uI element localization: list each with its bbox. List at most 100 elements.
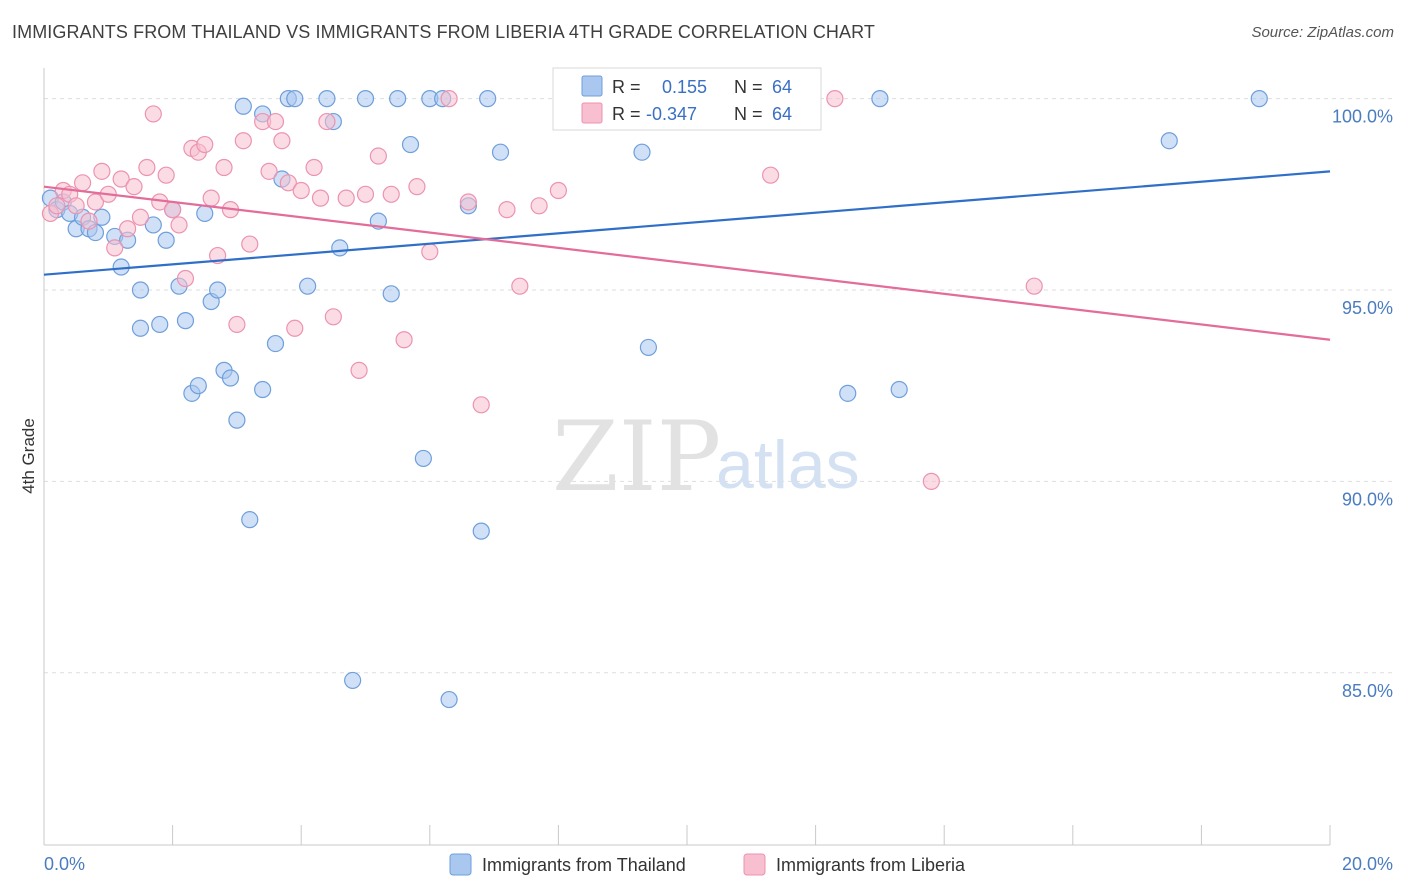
x-ticks: [43, 825, 1331, 845]
thailand-point: [633, 143, 651, 161]
legend-thailand-label: Immigrants from Thailand: [482, 855, 686, 875]
thailand-point: [131, 281, 150, 299]
thailand-point: [382, 285, 400, 303]
thailand-point: [234, 97, 252, 115]
thailand-point: [479, 90, 497, 108]
liberia-point: [498, 201, 516, 219]
watermark-zip: ZIP: [552, 401, 721, 513]
liberia-point: [408, 178, 426, 196]
liberia-point: [228, 315, 246, 334]
liberia-point: [549, 181, 568, 200]
thailand-point: [196, 204, 214, 223]
liberia-point: [138, 158, 156, 177]
liberia-point: [382, 185, 400, 203]
y-tick-label: 95.0%: [1342, 298, 1393, 318]
thailand-point: [189, 377, 207, 395]
liberia-point: [826, 90, 844, 108]
liberia-point: [421, 243, 439, 261]
thailand-point: [639, 338, 658, 357]
liberia-point: [530, 197, 548, 215]
liberia-point: [170, 216, 188, 234]
thailand-point: [157, 231, 175, 249]
data-points: [41, 90, 1268, 709]
thailand-point: [440, 690, 458, 709]
thailand-point: [209, 281, 227, 299]
liberia-point: [511, 277, 529, 295]
legend-thailand-swatch: [449, 853, 472, 876]
thailand-point: [286, 90, 304, 108]
liberia-point: [324, 308, 342, 326]
x-tick-label-max: 20.0%: [1342, 854, 1393, 874]
thailand-point: [472, 522, 490, 540]
liberia-point: [118, 220, 137, 238]
liberia-n-label: N =: [734, 104, 763, 124]
liberia-point: [112, 170, 130, 188]
thailand-point: [299, 277, 317, 295]
thailand-point: [254, 380, 272, 399]
liberia-point: [67, 197, 85, 215]
grid-lines: [44, 98, 1393, 674]
liberia-point: [73, 174, 92, 192]
thailand-n-value: 64: [772, 77, 792, 97]
liberia-point: [318, 112, 336, 131]
thailand-point: [491, 143, 510, 161]
thailand-point: [221, 369, 240, 387]
liberia-point: [459, 193, 477, 211]
liberia-point: [176, 269, 195, 288]
liberia-point: [369, 147, 387, 165]
liberia-point: [196, 135, 214, 154]
liberia-point: [266, 112, 285, 131]
liberia-point: [286, 319, 304, 337]
liberia-point: [922, 472, 940, 490]
liberia-point: [1025, 277, 1043, 295]
liberia-point: [48, 197, 66, 215]
liberia-point: [164, 201, 182, 219]
thailand-point: [266, 334, 285, 353]
thailand-point: [356, 90, 375, 108]
thailand-point: [401, 135, 420, 154]
bottom-legend: Immigrants from Thailand Immigrants from…: [449, 853, 966, 876]
thailand-n-label: N =: [734, 77, 763, 97]
thailand-point: [151, 315, 169, 334]
thailand-point: [144, 216, 162, 234]
thailand-point: [414, 449, 432, 468]
thailand-point: [1250, 90, 1268, 108]
trend-lines: [43, 170, 1331, 341]
liberia-point: [311, 189, 330, 207]
liberia-point: [350, 361, 368, 379]
watermark-atlas: atlas: [716, 427, 860, 503]
liberia-r-label: R =: [612, 104, 641, 124]
liberia-point: [305, 158, 323, 177]
thailand-point: [331, 239, 349, 257]
liberia-swatch: [581, 102, 603, 124]
thailand-point: [344, 671, 362, 690]
liberia-point: [131, 208, 150, 226]
chart-title: IMMIGRANTS FROM THAILAND VS IMMIGRANTS F…: [12, 22, 875, 42]
legend-liberia-swatch: [743, 853, 766, 876]
legend-liberia-label: Immigrants from Liberia: [776, 855, 966, 875]
liberia-point: [202, 189, 220, 207]
thailand-point: [318, 90, 336, 108]
liberia-r-value: -0.347: [646, 104, 697, 124]
thailand-point: [241, 511, 259, 529]
liberia-point: [279, 174, 297, 192]
y-axis-label: 4th Grade: [19, 418, 38, 494]
liberia-n-value: 64: [772, 104, 792, 124]
thailand-point: [131, 319, 150, 337]
liberia-point: [761, 166, 780, 184]
thailand-point: [176, 312, 195, 330]
liberia-point: [440, 90, 458, 108]
liberia-point: [144, 105, 162, 123]
x-tick-label-min: 0.0%: [44, 854, 85, 874]
liberia-point: [337, 189, 355, 207]
liberia-trend-line: [43, 185, 1331, 341]
liberia-point: [93, 162, 111, 180]
thailand-point: [389, 90, 407, 108]
thailand-swatch: [581, 75, 603, 97]
liberia-point: [356, 185, 375, 203]
source-label: Source: ZipAtlas.com: [1251, 24, 1394, 41]
liberia-point: [215, 158, 233, 177]
thailand-point: [1160, 132, 1178, 150]
thailand-r-label: R =: [612, 77, 641, 97]
